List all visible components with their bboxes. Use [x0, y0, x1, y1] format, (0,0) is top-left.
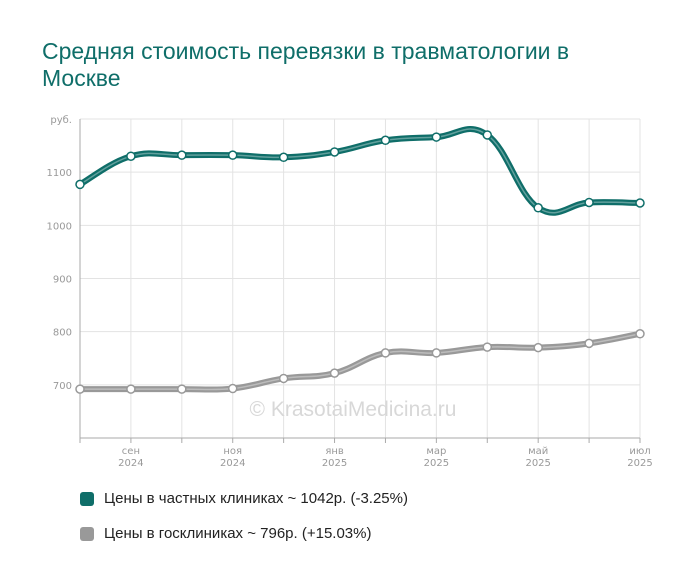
y-tick-label: 900	[53, 275, 72, 286]
x-tick-label: ноя	[223, 446, 242, 457]
data-point-public	[75, 384, 85, 394]
data-point-private	[329, 147, 340, 157]
data-point-private	[431, 132, 442, 142]
data-point-private	[75, 179, 85, 190]
legend-swatch-private	[80, 491, 94, 506]
data-point-private	[278, 152, 289, 163]
y-tick-label: 700	[53, 381, 72, 392]
data-point-private	[227, 150, 238, 160]
grid	[79, 118, 641, 443]
data-point-private	[635, 198, 645, 208]
data-point-public	[329, 368, 340, 378]
data-point-private	[584, 197, 594, 208]
series-line-public	[77, 330, 643, 393]
x-tick-year: 2025	[322, 458, 347, 469]
y-tick-label: 800	[53, 328, 72, 339]
data-point-public	[278, 373, 289, 384]
x-tick-label: мар	[426, 446, 446, 457]
x-axis-ticks: сен2024ноя2024янв2025мар2025май2025июл20…	[118, 446, 653, 469]
data-point-private	[177, 150, 187, 160]
data-point-public	[533, 342, 543, 353]
data-point-public	[431, 348, 442, 358]
legend-label-public: Цены в госклиниках ~ 796р. (+15.03%)	[104, 525, 372, 542]
x-tick-label: май	[528, 446, 548, 457]
x-tick-year: 2025	[525, 458, 550, 469]
data-point-public	[126, 384, 136, 394]
data-point-public	[482, 342, 493, 352]
series-line-highlight-private	[79, 128, 641, 214]
legend-swatch-public	[80, 526, 94, 541]
y-axis-ticks: руб. 700 800 900 1000 1100	[47, 115, 72, 392]
series-lines	[77, 126, 643, 393]
x-tick-year: 2025	[424, 458, 449, 469]
series-line-highlight-public	[80, 333, 641, 391]
x-tick-label: июл	[629, 446, 650, 457]
data-point-public	[227, 383, 238, 394]
data-point-public	[635, 329, 645, 339]
x-tick-year: 2025	[627, 458, 652, 469]
watermark: © KrasotaiMedicina.ru	[250, 398, 457, 421]
chart-title: Средняя стоимость перевязки в травматоло…	[42, 38, 570, 91]
legend-item-private[interactable]: Цены в частных клиниках ~ 1042р. (-3.25%…	[80, 490, 408, 507]
series-points	[75, 130, 645, 394]
data-point-public	[584, 338, 594, 349]
data-point-private	[533, 203, 543, 213]
x-tick-label: янв	[325, 446, 344, 457]
x-tick-year: 2024	[220, 458, 245, 469]
y-tick-label: 1000	[47, 221, 72, 232]
data-point-private	[380, 135, 391, 146]
x-tick-year: 2024	[118, 458, 143, 469]
data-point-public	[177, 384, 187, 394]
series-line-private	[77, 126, 643, 216]
data-point-private	[482, 130, 493, 140]
legend-label-private: Цены в частных клиниках ~ 1042р. (-3.25%…	[104, 490, 408, 507]
y-unit-label: руб.	[50, 115, 72, 126]
legend-item-public[interactable]: Цены в госклиниках ~ 796р. (+15.03%)	[80, 525, 371, 542]
data-point-public	[380, 348, 391, 358]
data-point-private	[126, 151, 136, 161]
y-tick-label: 1100	[47, 168, 72, 179]
x-tick-label: сен	[122, 446, 140, 457]
